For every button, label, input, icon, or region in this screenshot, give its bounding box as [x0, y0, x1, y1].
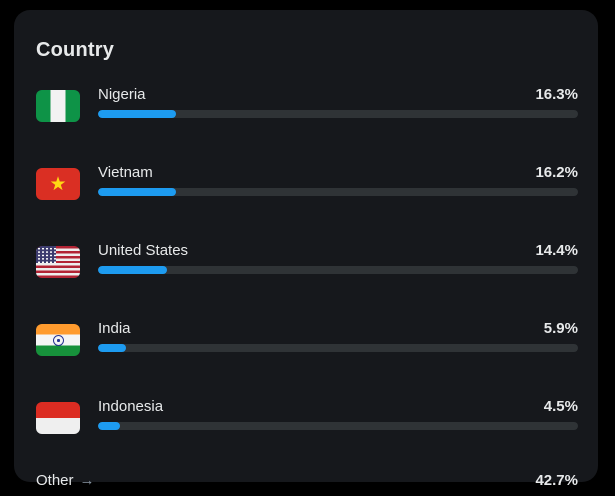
row-top: India 5.9% [98, 320, 578, 338]
row-main: Nigeria 16.3% [98, 86, 578, 118]
progress-bar-track [98, 422, 578, 430]
star-icon: ★ [49, 172, 67, 195]
row-top: Other → 42.7% [36, 472, 578, 490]
country-row-united-states: United States 14.4% [36, 238, 578, 278]
row-main: Indonesia 4.5% [98, 398, 578, 430]
country-name: Nigeria [98, 86, 146, 103]
row-main: Other → 42.7% [36, 472, 578, 496]
row-top: Vietnam 16.2% [98, 164, 578, 182]
country-percent: 14.4% [535, 242, 578, 259]
country-row-indonesia: Indonesia 4.5% [36, 394, 578, 434]
card-title: Country [36, 39, 115, 61]
other-label: Other [36, 472, 74, 489]
country-row-vietnam: ★ Vietnam 16.2% [36, 160, 578, 200]
country-percent: 5.9% [543, 320, 578, 337]
country-name: Indonesia [98, 398, 164, 415]
vietnam-flag-icon: ★ [36, 168, 80, 200]
country-name: United States [98, 242, 189, 259]
progress-bar-track [98, 344, 578, 352]
row-top: United States 14.4% [98, 242, 578, 260]
us-flag-canton [36, 246, 56, 263]
other-link[interactable]: Other → [36, 472, 95, 490]
progress-bar-fill [98, 188, 176, 196]
country-row-other: Other → 42.7% [36, 472, 578, 496]
progress-bar-track [98, 266, 578, 274]
progress-bar-fill [98, 110, 177, 118]
country-percent: 4.5% [543, 398, 578, 415]
progress-bar-fill [98, 266, 168, 274]
country-breakdown-card: Country Nigeria 16.3% ★ Vietnam 16.2% [14, 10, 598, 489]
progress-bar-fill [98, 422, 120, 430]
country-row-india: India 5.9% [36, 316, 578, 356]
country-row-nigeria: Nigeria 16.3% [36, 82, 578, 122]
progress-bar-track [98, 110, 578, 118]
row-top: Indonesia 4.5% [98, 398, 578, 416]
country-name: India [98, 320, 131, 337]
row-main: United States 14.4% [98, 242, 578, 274]
country-percent: 16.3% [535, 86, 578, 103]
row-main: Vietnam 16.2% [98, 164, 578, 196]
row-main: India 5.9% [98, 320, 578, 352]
row-top: Nigeria 16.3% [98, 86, 578, 104]
country-percent: 42.7% [535, 472, 578, 489]
united-states-flag-icon [36, 246, 80, 278]
nigeria-flag-icon [36, 90, 80, 122]
arrow-right-icon: → [79, 472, 95, 489]
indonesia-flag-icon [36, 402, 80, 434]
progress-bar-track [98, 188, 578, 196]
progress-bar-fill [98, 344, 127, 352]
chakra-icon [52, 334, 64, 346]
country-name: Vietnam [98, 164, 153, 181]
country-percent: 16.2% [535, 164, 578, 181]
india-flag-icon [36, 324, 80, 356]
